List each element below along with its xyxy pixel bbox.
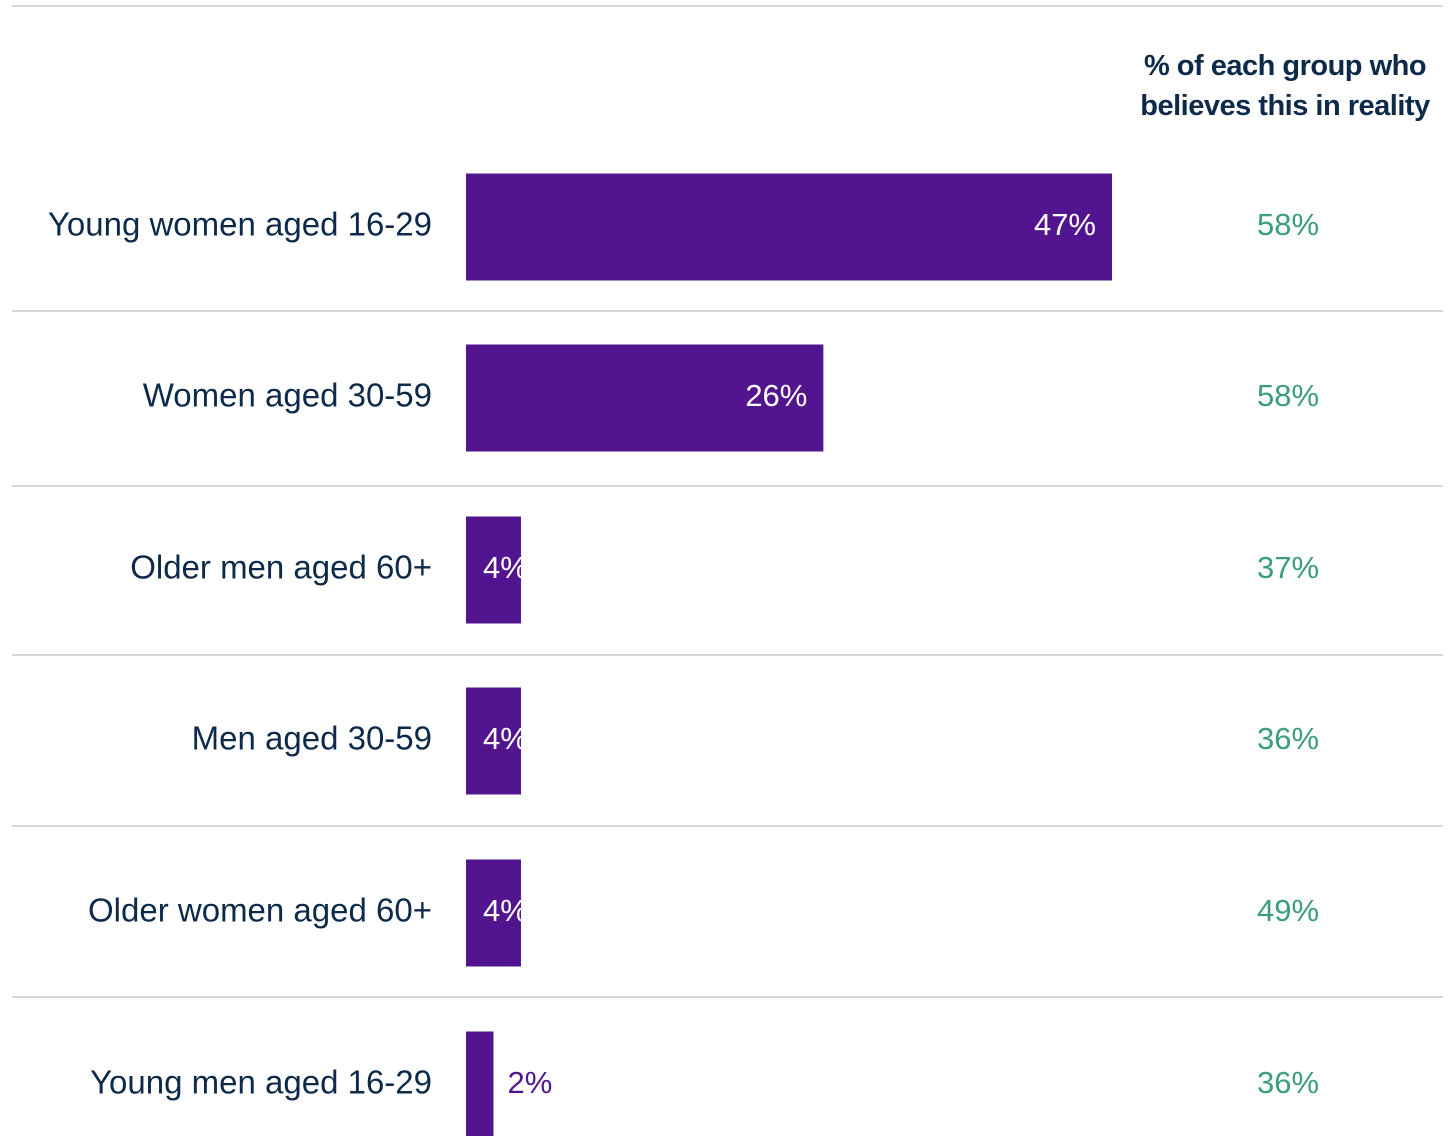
- category-label: Men aged 30-59: [192, 720, 432, 757]
- category-label: Women aged 30-59: [143, 377, 432, 414]
- bar: [466, 516, 521, 624]
- value-label: 2%: [507, 1065, 552, 1100]
- value-label: 47%: [1034, 207, 1096, 242]
- bar: [466, 344, 824, 452]
- side-value: 36%: [1257, 1065, 1319, 1100]
- side-value: 58%: [1257, 207, 1319, 242]
- side-value: 58%: [1257, 378, 1319, 413]
- bar: [466, 173, 1113, 281]
- side-value: 37%: [1257, 550, 1319, 585]
- bar: [466, 1031, 494, 1136]
- bar: [466, 859, 521, 967]
- side-column-title: % of each group who believes this in rea…: [1140, 50, 1430, 122]
- category-label: Young men aged 16-29: [90, 1064, 432, 1101]
- category-label: Young women aged 16-29: [48, 206, 432, 243]
- value-label: 26%: [745, 378, 807, 413]
- category-label: Older women aged 60+: [88, 892, 432, 929]
- category-label: Older men aged 60+: [130, 549, 432, 586]
- bar: [466, 687, 521, 795]
- value-label: 4%: [483, 721, 528, 756]
- side-value: 36%: [1257, 721, 1319, 756]
- side-value: 49%: [1257, 893, 1319, 928]
- value-label: 4%: [483, 893, 528, 928]
- value-label: 4%: [483, 550, 528, 585]
